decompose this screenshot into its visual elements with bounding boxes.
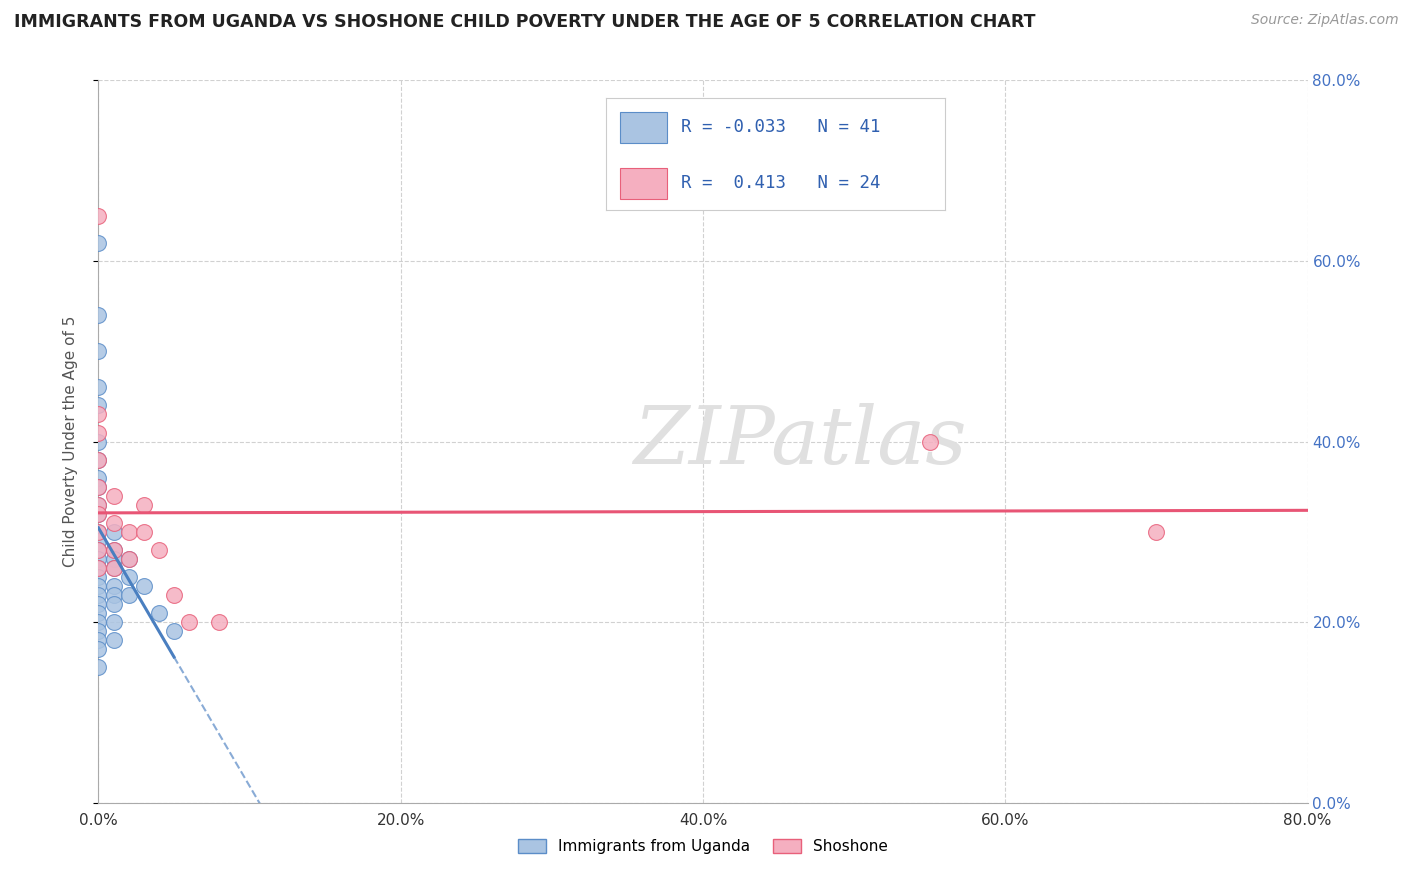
Point — [132, 524, 155, 539]
Point — [87, 642, 110, 657]
Text: IMMIGRANTS FROM UGANDA VS SHOSHONE CHILD POVERTY UNDER THE AGE OF 5 CORRELATION : IMMIGRANTS FROM UGANDA VS SHOSHONE CHILD… — [14, 13, 1036, 31]
Point — [118, 570, 141, 584]
Point — [87, 452, 110, 467]
Point — [87, 561, 110, 575]
Point — [87, 498, 110, 512]
Text: Source: ZipAtlas.com: Source: ZipAtlas.com — [1251, 13, 1399, 28]
Legend: Immigrants from Uganda, Shoshone: Immigrants from Uganda, Shoshone — [512, 832, 894, 860]
Point — [87, 552, 110, 566]
Point — [87, 524, 110, 539]
Y-axis label: Child Poverty Under the Age of 5: Child Poverty Under the Age of 5 — [63, 316, 77, 567]
Point — [103, 524, 125, 539]
Point — [87, 533, 110, 548]
Point — [1144, 524, 1167, 539]
Point — [87, 209, 110, 223]
Text: ZIPatlas: ZIPatlas — [633, 403, 966, 480]
Point — [103, 615, 125, 630]
Point — [87, 524, 110, 539]
Point — [918, 434, 941, 449]
Point — [87, 542, 110, 557]
Point — [103, 552, 125, 566]
Point — [87, 597, 110, 611]
Point — [87, 480, 110, 494]
Point — [118, 588, 141, 602]
Point — [118, 524, 141, 539]
Point — [163, 588, 186, 602]
Point — [87, 452, 110, 467]
Point — [103, 597, 125, 611]
Point — [148, 542, 170, 557]
Point — [87, 588, 110, 602]
Point — [87, 344, 110, 359]
Point — [132, 498, 155, 512]
Point — [208, 615, 231, 630]
Point — [103, 489, 125, 503]
Point — [87, 507, 110, 521]
Point — [103, 561, 125, 575]
Point — [87, 570, 110, 584]
Point — [103, 633, 125, 648]
Point — [87, 425, 110, 440]
Point — [103, 542, 125, 557]
Point — [87, 507, 110, 521]
Point — [103, 579, 125, 593]
Point — [87, 624, 110, 639]
Point — [87, 579, 110, 593]
Point — [87, 633, 110, 648]
Point — [163, 624, 186, 639]
Point — [87, 498, 110, 512]
Point — [103, 588, 125, 602]
Point — [87, 408, 110, 422]
Point — [87, 380, 110, 394]
Point — [103, 542, 125, 557]
Point — [87, 561, 110, 575]
Point — [87, 542, 110, 557]
Point — [179, 615, 201, 630]
Point — [87, 660, 110, 674]
Point — [87, 480, 110, 494]
Point — [87, 471, 110, 485]
Point — [87, 308, 110, 322]
Point — [87, 606, 110, 620]
Point — [87, 434, 110, 449]
Point — [103, 516, 125, 530]
Point — [87, 615, 110, 630]
Point — [118, 552, 141, 566]
Point — [148, 606, 170, 620]
Point — [87, 398, 110, 412]
Point — [132, 579, 155, 593]
Point — [118, 552, 141, 566]
Point — [87, 235, 110, 250]
Point — [103, 561, 125, 575]
